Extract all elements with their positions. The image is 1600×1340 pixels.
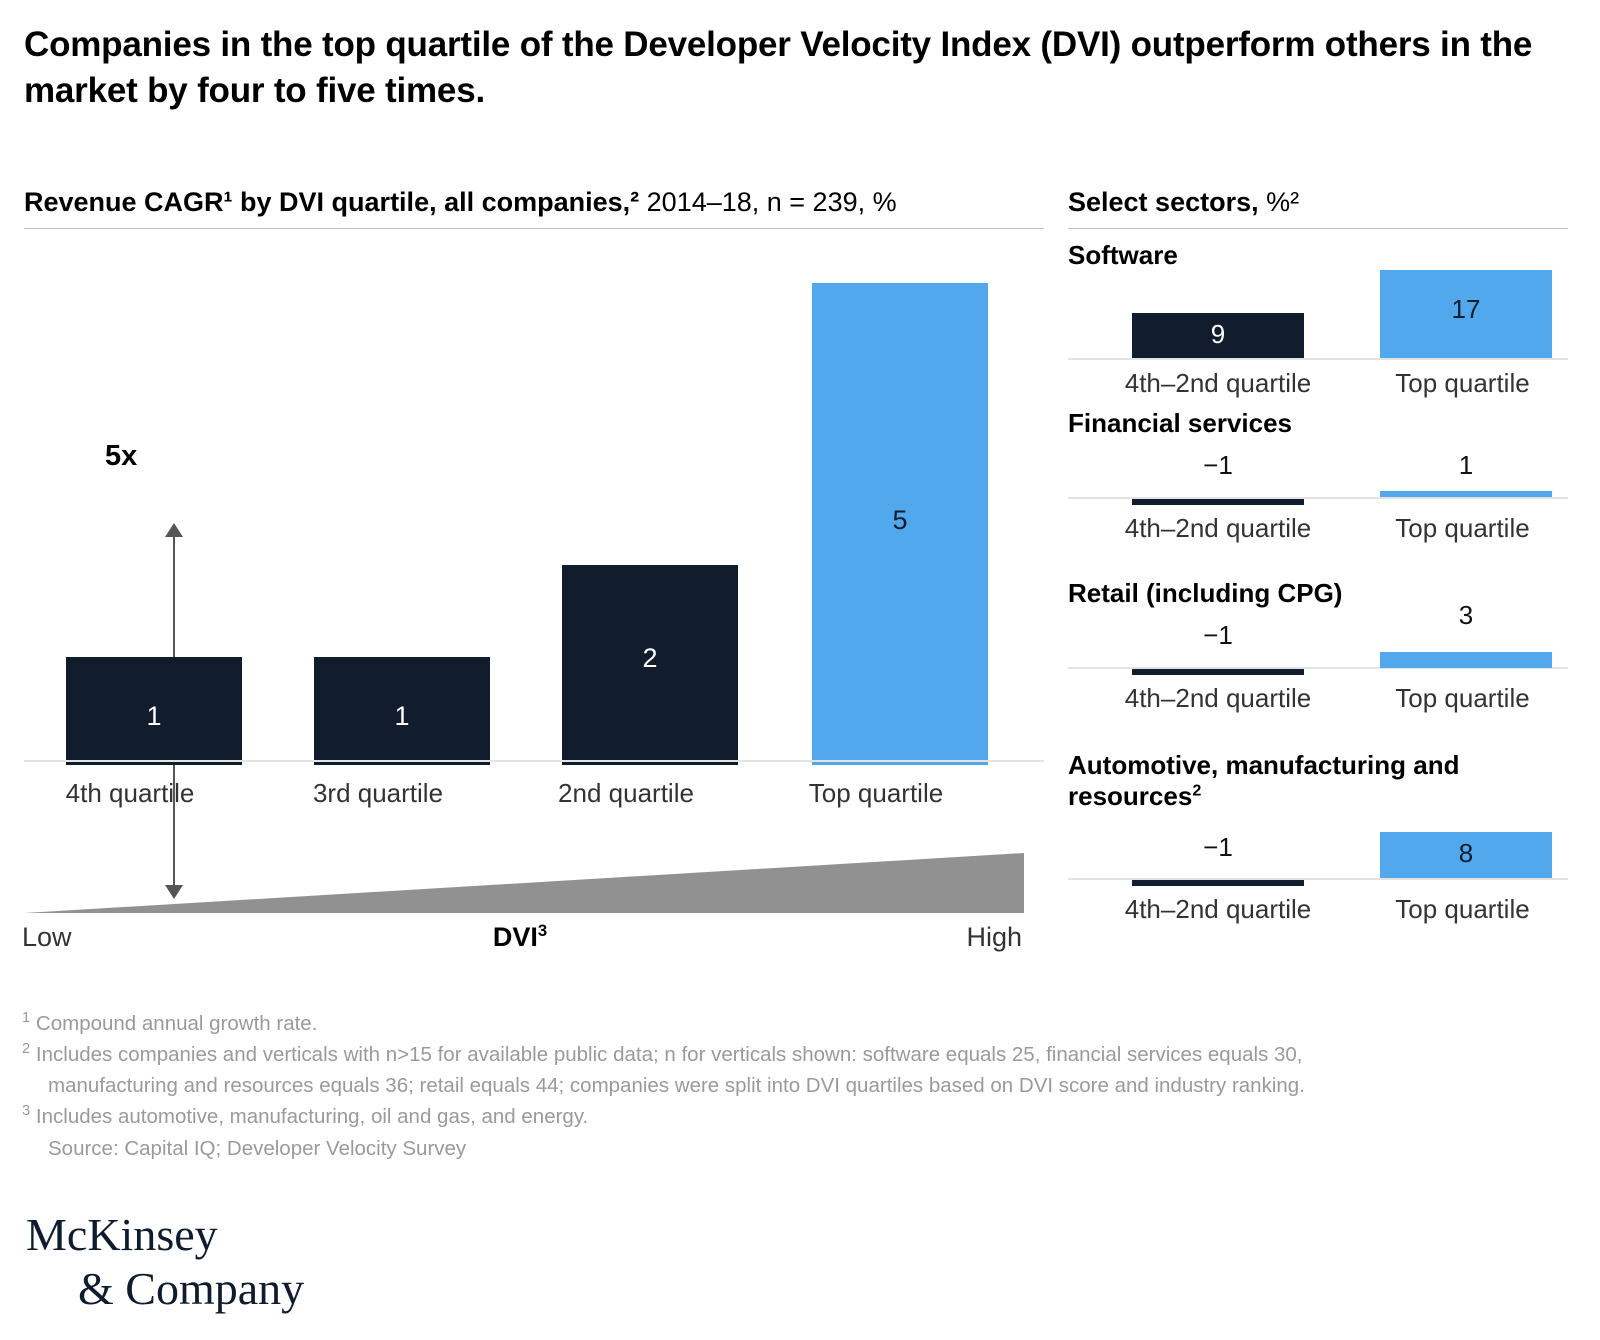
- sector-value-software-4th-2nd: 9: [1210, 319, 1226, 349]
- sector-value-automotive-top: 8: [1458, 838, 1474, 868]
- footnotes: 1 Compound annual growth rate. 2 Include…: [22, 1008, 1522, 1164]
- sector-title-automotive-footnote-marker: 2: [1192, 781, 1202, 800]
- bar-value-top-quartile: 5: [892, 505, 908, 535]
- bar-value-2nd-quartile: 2: [642, 643, 658, 673]
- left-subtitle-divider: [24, 228, 1044, 229]
- footnote-3-marker: 3: [22, 1103, 31, 1120]
- right-panel-subtitle-regular: %²: [1258, 187, 1300, 217]
- bar-4th-quartile[interactable]: 1: [66, 657, 242, 765]
- left-chart-subtitle: Revenue CAGR¹ by DVI quartile, all compa…: [24, 187, 897, 218]
- logo-line-2: & Company: [78, 1263, 305, 1315]
- bar-3rd-quartile[interactable]: 1: [314, 657, 490, 765]
- footnote-2: 2 Includes companies and verticals with …: [22, 1039, 1522, 1070]
- sector-category-automotive-4th-2nd: 4th–2nd quartile: [1124, 894, 1312, 924]
- sector-baseline-software: [1068, 358, 1568, 360]
- left-chart-subtitle-bold: Revenue CAGR¹ by DVI quartile, all compa…: [24, 187, 640, 217]
- footnote-3: 3 Includes automotive, manufacturing, oi…: [22, 1101, 1522, 1132]
- sector-value-retail-top: 3: [1458, 600, 1474, 630]
- sector-plot-financial-services: −1 1: [1068, 442, 1568, 492]
- sector-bar-software-4th-2nd[interactable]: 9: [1132, 313, 1304, 358]
- five-x-label: 5x: [105, 440, 138, 472]
- sector-value-software-top: 17: [1451, 294, 1481, 324]
- footnote-2-text: Includes companies and verticals with n>…: [35, 1043, 1303, 1067]
- sector-automotive-manufacturing-resources: Automotive, manufacturing and resources2…: [1068, 740, 1568, 924]
- dvi-gradient-wedge: [24, 845, 1024, 915]
- right-panel-subtitle: Select sectors, %²: [1068, 187, 1300, 218]
- bar-value-4th-quartile: 1: [146, 701, 162, 731]
- source-text: Source: Capital IQ; Developer Velocity S…: [48, 1136, 467, 1160]
- sector-category-automotive-top: Top quartile: [1395, 894, 1530, 924]
- bar-top-quartile[interactable]: 5: [812, 283, 988, 765]
- sector-software: Software 9 17 4th–2nd quartile Top quart…: [1068, 240, 1568, 400]
- footnote-2-continuation-text: manufacturing and resources equals 36; r…: [48, 1074, 1305, 1098]
- sector-baseline-financial-services: [1068, 497, 1568, 499]
- sector-category-software-top: Top quartile: [1395, 368, 1530, 398]
- footnote-1-text: Compound annual growth rate.: [35, 1012, 318, 1035]
- arrow-head-up-icon: [165, 523, 183, 537]
- sector-category-software-4th-2nd: 4th–2nd quartile: [1124, 368, 1312, 398]
- sector-category-retail-4th-2nd: 4th–2nd quartile: [1124, 683, 1312, 713]
- mckinsey-logo: McKinsey & Company: [26, 1208, 304, 1317]
- sector-plot-software: 9 17: [1068, 270, 1568, 358]
- footnote-1: 1 Compound annual growth rate.: [22, 1008, 1522, 1039]
- footnote-3-text: Includes automotive, manufacturing, oil …: [35, 1105, 589, 1129]
- dvi-axis-title: DVI3: [492, 921, 548, 952]
- xtick-3rd-quartile: 3rd quartile: [312, 778, 444, 808]
- sector-title-retail: Retail (including CPG): [1068, 578, 1343, 608]
- right-subtitle-divider: [1068, 228, 1568, 229]
- xtick-2nd-quartile: 2nd quartile: [558, 778, 694, 808]
- left-chart-baseline: [24, 760, 1044, 762]
- sector-financial-services: Financial services −1 1 4th–2nd quartile…: [1068, 400, 1568, 570]
- sector-plot-automotive: −1: [1068, 816, 1568, 876]
- sector-retail: Retail (including CPG) −1 3 4th–2nd quar…: [1068, 570, 1568, 740]
- source-line: Source: Capital IQ; Developer Velocity S…: [22, 1133, 1522, 1164]
- revenue-cagr-bar-chart: 1 1 2 5: [24, 245, 1044, 899]
- sector-category-financial-top: Top quartile: [1395, 513, 1530, 543]
- sector-plot-retail: −1 3: [1068, 600, 1568, 662]
- select-sectors-panel: Software 9 17 4th–2nd quartile Top quart…: [1068, 240, 1568, 924]
- bar-value-3rd-quartile: 1: [394, 701, 410, 731]
- footnote-1-marker: 1: [22, 1010, 31, 1027]
- sector-title-automotive-text: Automotive, manufacturing and resources: [1068, 750, 1460, 811]
- sector-title-automotive-manufacturing-resources: Automotive, manufacturing and resources2: [1068, 750, 1538, 811]
- sector-value-financial-4th-2nd: −1: [1203, 450, 1233, 480]
- logo-line-1: McKinsey: [26, 1209, 218, 1260]
- sector-bar-software-top[interactable]: 17: [1380, 270, 1552, 358]
- page-title: Companies in the top quartile of the Dev…: [24, 25, 1533, 111]
- footnote-2-continuation: manufacturing and resources equals 36; r…: [22, 1070, 1522, 1101]
- left-chart-subtitle-regular: 2014–18, n = 239, %: [639, 187, 897, 217]
- sector-value-financial-top: 1: [1458, 450, 1474, 480]
- sector-value-automotive-4th-2nd: −1: [1203, 832, 1233, 862]
- sector-category-financial-4th-2nd: 4th–2nd quartile: [1124, 513, 1312, 543]
- bar-2nd-quartile[interactable]: 2: [562, 565, 738, 765]
- sector-category-retail-top: Top quartile: [1395, 683, 1530, 713]
- sector-baseline-retail: [1068, 667, 1568, 669]
- sector-baseline-automotive: [1068, 878, 1568, 880]
- arrow-head-down-icon: [165, 885, 183, 899]
- sector-bar-retail-4th-2nd[interactable]: [1132, 669, 1304, 675]
- sector-bar-retail-top[interactable]: [1380, 652, 1552, 668]
- sector-bar-automotive-top[interactable]: 8: [1380, 832, 1552, 878]
- sector-bar-financial-top[interactable]: [1380, 491, 1552, 497]
- xtick-top-quartile: Top quartile: [808, 778, 944, 808]
- sector-bar-automotive-4th-2nd[interactable]: [1132, 880, 1304, 886]
- dvi-axis-high-label: High: [966, 922, 1022, 952]
- sector-value-retail-4th-2nd: −1: [1203, 620, 1233, 650]
- right-panel-subtitle-bold: Select sectors,: [1068, 187, 1259, 217]
- sector-title-software: Software: [1068, 240, 1178, 270]
- sector-bar-financial-4th-2nd[interactable]: [1132, 499, 1304, 505]
- footnote-2-marker: 2: [22, 1041, 31, 1058]
- dvi-axis-low-label: Low: [22, 922, 72, 952]
- xtick-4th-quartile: 4th quartile: [65, 778, 195, 808]
- sector-title-financial-services: Financial services: [1068, 408, 1293, 438]
